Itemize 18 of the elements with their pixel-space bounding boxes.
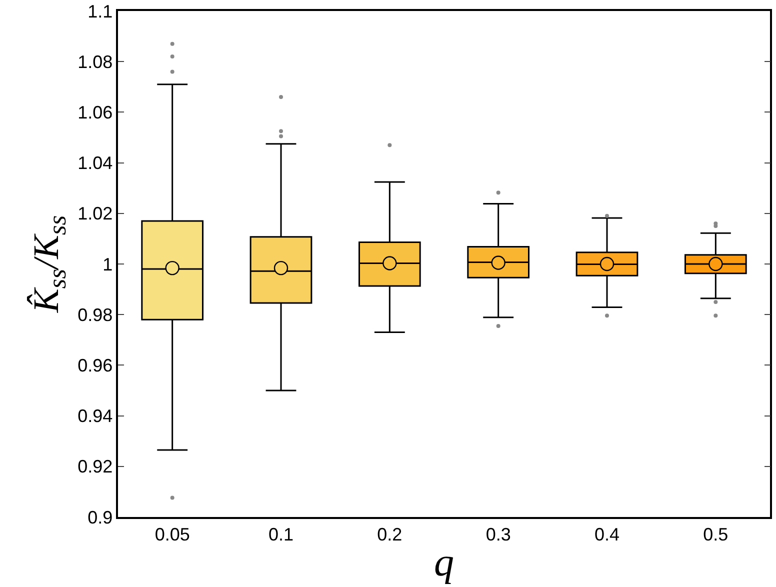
y-tick-label: 1 xyxy=(102,254,113,274)
x-axis-title: q xyxy=(434,539,454,584)
x-tick-label: 0.3 xyxy=(486,524,511,544)
y-tick-label: 1.02 xyxy=(78,204,113,224)
y-tick-label: 0.96 xyxy=(78,356,113,376)
y-tick-label: 0.94 xyxy=(78,406,113,426)
y-tick-label: 1.1 xyxy=(88,1,113,22)
y-tick-label: 0.92 xyxy=(78,456,113,477)
x-tick-label: 0.4 xyxy=(594,524,620,544)
x-tick-label: 0.05 xyxy=(154,524,190,544)
x-tick-label: 0.2 xyxy=(377,524,402,544)
y-tick-label: 1.04 xyxy=(78,153,113,174)
y-tick-label: 1.08 xyxy=(78,52,113,72)
y-tick-label: 0.9 xyxy=(88,507,113,528)
x-tick-label: 0.1 xyxy=(268,524,294,544)
x-tick-label: 0.5 xyxy=(703,524,728,544)
y-tick-label: 1.06 xyxy=(78,102,113,122)
y-tick-label: 0.98 xyxy=(78,304,113,325)
